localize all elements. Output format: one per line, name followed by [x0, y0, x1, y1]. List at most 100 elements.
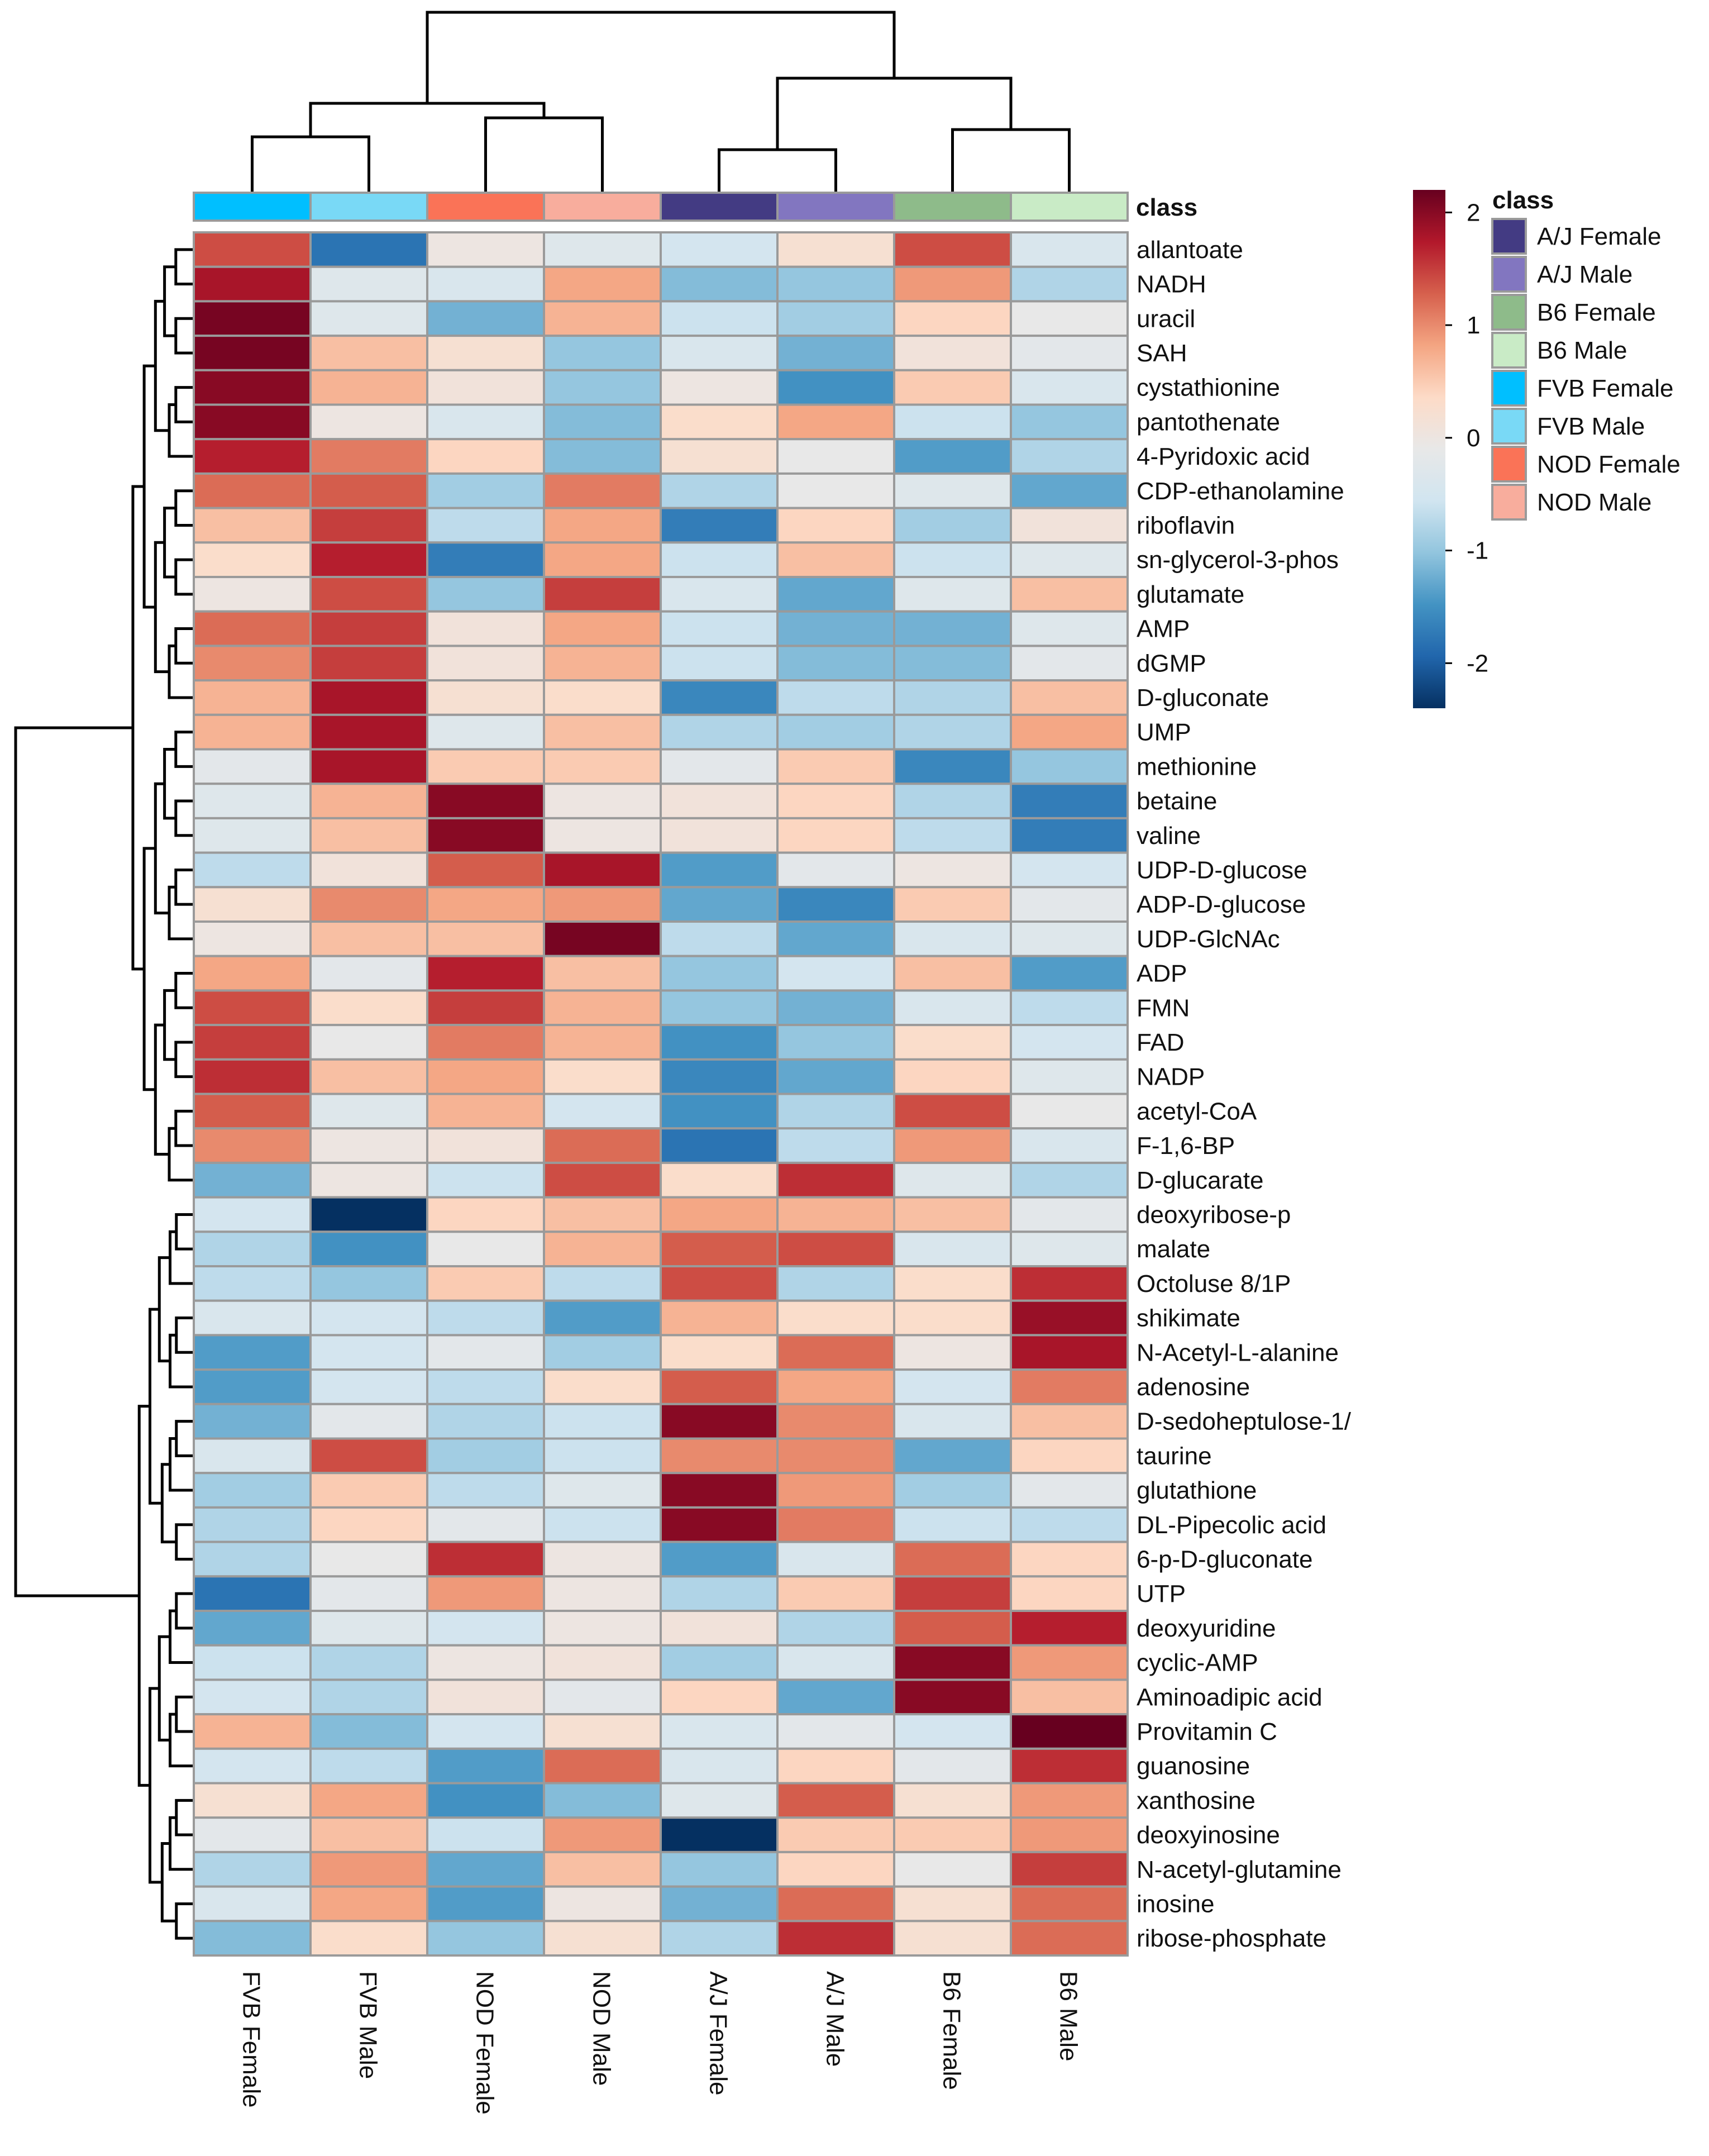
heatmap-cell	[543, 1437, 662, 1475]
heatmap-cell	[660, 1782, 779, 1819]
heatmap-cell	[309, 1747, 428, 1785]
heatmap-cell	[893, 1920, 1012, 1957]
heatmap-cell	[1010, 920, 1129, 957]
heatmap-cell	[776, 851, 895, 889]
heatmap-cells	[193, 231, 1129, 1957]
heatmap-cell	[426, 886, 545, 923]
heatmap-cell	[193, 265, 312, 303]
row-label: xanthosine	[1137, 1787, 1256, 1814]
class-bar-cell	[660, 192, 779, 222]
row-label: D-gluconate	[1137, 684, 1269, 712]
heatmap-cell	[776, 1093, 895, 1130]
heatmap-cell	[893, 1334, 1012, 1371]
row-label: adenosine	[1137, 1373, 1250, 1401]
heatmap-cell	[426, 1540, 545, 1578]
heatmap-cell	[193, 1747, 312, 1785]
heatmap-cell	[309, 1230, 428, 1268]
row-label: betaine	[1137, 788, 1217, 815]
heatmap-cell	[660, 1610, 779, 1647]
row-dendrogram-link	[174, 972, 194, 1009]
heatmap-cell	[776, 300, 895, 337]
heatmap-cell	[426, 1196, 545, 1233]
heatmap-cell	[660, 300, 779, 337]
heatmap-cell	[193, 369, 312, 406]
heatmap-cell	[776, 265, 895, 303]
heatmap-cell	[893, 1437, 1012, 1475]
column-label: FVB Male	[355, 1971, 382, 2079]
heatmap-cell	[776, 989, 895, 1027]
heatmap-cell	[893, 1368, 1012, 1405]
class-bar-label: class	[1136, 194, 1197, 221]
heatmap-cell	[543, 1540, 662, 1578]
heatmap-cell	[893, 1093, 1012, 1130]
heatmap-cell	[426, 1230, 545, 1268]
heatmap-cell	[543, 541, 662, 578]
heatmap-cell	[309, 679, 428, 716]
row-label: UDP-D-glucose	[1137, 856, 1307, 884]
row-dendrogram-link	[175, 1592, 194, 1630]
heatmap-cell	[660, 748, 779, 785]
row-label: deoxyinosine	[1137, 1821, 1280, 1849]
heatmap-cell	[776, 1540, 895, 1578]
heatmap-cell	[893, 783, 1012, 819]
heatmap-cell	[193, 1506, 312, 1543]
heatmap-cell	[193, 1058, 312, 1095]
heatmap-cell	[193, 920, 312, 957]
class-legend-label: FVB Male	[1537, 413, 1645, 440]
heatmap-cell	[660, 1058, 779, 1095]
heatmap-cell	[193, 438, 312, 475]
heatmap-cell	[660, 472, 779, 509]
heatmap-cell	[309, 1299, 428, 1337]
row-dendrogram-link	[168, 885, 194, 941]
heatmap-cell	[543, 713, 662, 751]
heatmap-cell	[426, 1920, 545, 1957]
heatmap-cell	[193, 1678, 312, 1716]
heatmap-cell	[309, 1713, 428, 1750]
heatmap-cell	[660, 1850, 779, 1888]
heatmap-cell	[309, 817, 428, 854]
heatmap-cell	[893, 1299, 1012, 1337]
heatmap-cell	[426, 438, 545, 475]
column-dendrogram	[251, 11, 1071, 193]
class-legend-swatch	[1491, 218, 1527, 255]
heatmap-cell	[426, 817, 545, 854]
row-dendrogram-link	[175, 1695, 194, 1733]
heatmap-cell	[660, 1127, 779, 1164]
heatmap-cell	[893, 1265, 1012, 1302]
heatmap-cell	[309, 1782, 428, 1819]
column-label: B6 Male	[1055, 1971, 1082, 2061]
row-label: ADP-D-glucose	[1137, 891, 1306, 918]
heatmap-cell	[426, 1334, 545, 1371]
heatmap-cell	[309, 1024, 428, 1061]
heatmap-cell	[660, 1334, 779, 1371]
heatmap-cell	[1010, 748, 1129, 785]
heatmap-cell	[660, 507, 779, 544]
heatmap-cell	[426, 1713, 545, 1750]
row-dendrogram-link	[168, 1127, 194, 1182]
row-dendrogram-link	[163, 265, 176, 337]
heatmap-cell	[426, 1610, 545, 1647]
row-dendrogram-link	[174, 489, 194, 527]
row-dendrogram-link	[175, 1799, 194, 1837]
heatmap-cell	[193, 713, 312, 751]
heatmap-cell	[309, 645, 428, 682]
heatmap-cell	[893, 403, 1012, 441]
heatmap-cell	[543, 472, 662, 509]
heatmap-cell	[1010, 1782, 1129, 1819]
heatmap-cell	[309, 1368, 428, 1405]
row-label: AMP	[1137, 616, 1190, 643]
heatmap-cell	[1010, 1299, 1129, 1337]
heatmap-cell	[426, 610, 545, 647]
heatmap-cell	[1010, 851, 1129, 889]
heatmap-cell	[1010, 1816, 1129, 1853]
heatmap-cell	[309, 1850, 428, 1888]
heatmap-cell	[543, 1850, 662, 1888]
row-label: DL-Pipecolic acid	[1137, 1511, 1326, 1539]
heatmap-cell	[543, 1127, 662, 1164]
row-label: N-Acetyl-L-alanine	[1137, 1339, 1339, 1366]
heatmap-cell	[193, 1610, 312, 1647]
row-label: F-1,6-BP	[1137, 1132, 1235, 1160]
row-dendrogram-link	[142, 847, 156, 1091]
heatmap-cell	[543, 645, 662, 682]
row-dendrogram-link	[169, 1713, 194, 1768]
